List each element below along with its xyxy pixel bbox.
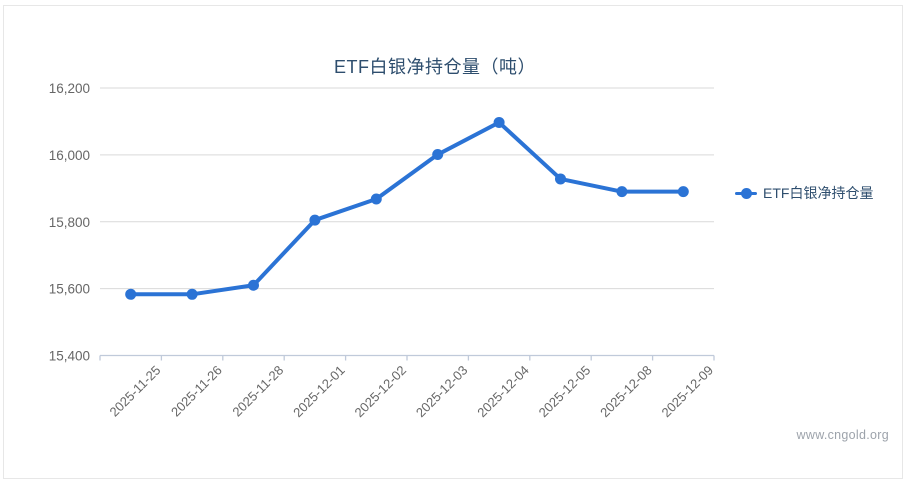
x-axis-tick-label: 2025-11-26 (168, 363, 225, 420)
data-point[interactable] (186, 288, 198, 300)
data-point[interactable] (555, 173, 566, 185)
x-axis-tick-label: 2025-11-25 (107, 363, 164, 420)
data-point[interactable] (616, 186, 628, 198)
data-point[interactable] (677, 186, 689, 198)
legend-item[interactable]: ETF白银净持仓量 (735, 184, 873, 202)
y-axis-tick-label: 16,200 (49, 81, 90, 96)
y-axis-tick-label: 15,600 (49, 282, 90, 297)
chart-title: ETF白银净持仓量（吨） (334, 57, 536, 77)
y-axis-tick-label: 16,000 (49, 148, 90, 163)
legend-line-marker (735, 187, 757, 199)
legend-dot-icon (741, 187, 752, 199)
chart-card-border (3, 5, 903, 479)
y-axis-tick-label: 15,800 (49, 215, 90, 230)
data-point[interactable] (309, 214, 321, 226)
x-axis-tick-label: 2025-11-28 (229, 363, 286, 420)
x-axis-tick-label: 2025-12-09 (658, 363, 716, 421)
x-axis-tick-label: 2025-12-05 (536, 363, 594, 421)
data-point[interactable] (432, 149, 444, 161)
x-axis-tick-label: 2025-12-08 (597, 363, 655, 421)
x-axis-tick-label: 2025-12-04 (474, 363, 532, 421)
data-point[interactable] (493, 116, 505, 128)
legend-label: ETF白银净持仓量 (763, 185, 874, 201)
y-axis-tick-label: 15,400 (49, 349, 90, 364)
x-axis-tick-label: 2025-12-01 (290, 363, 348, 421)
data-point[interactable] (125, 288, 137, 300)
x-axis-tick-label: 2025-12-03 (413, 363, 471, 421)
data-point[interactable] (248, 279, 259, 291)
watermark-text: www.cngold.org (796, 428, 889, 442)
data-point[interactable] (370, 193, 382, 205)
x-axis-tick-label: 2025-12-02 (351, 363, 409, 421)
series-line (128, 120, 686, 297)
